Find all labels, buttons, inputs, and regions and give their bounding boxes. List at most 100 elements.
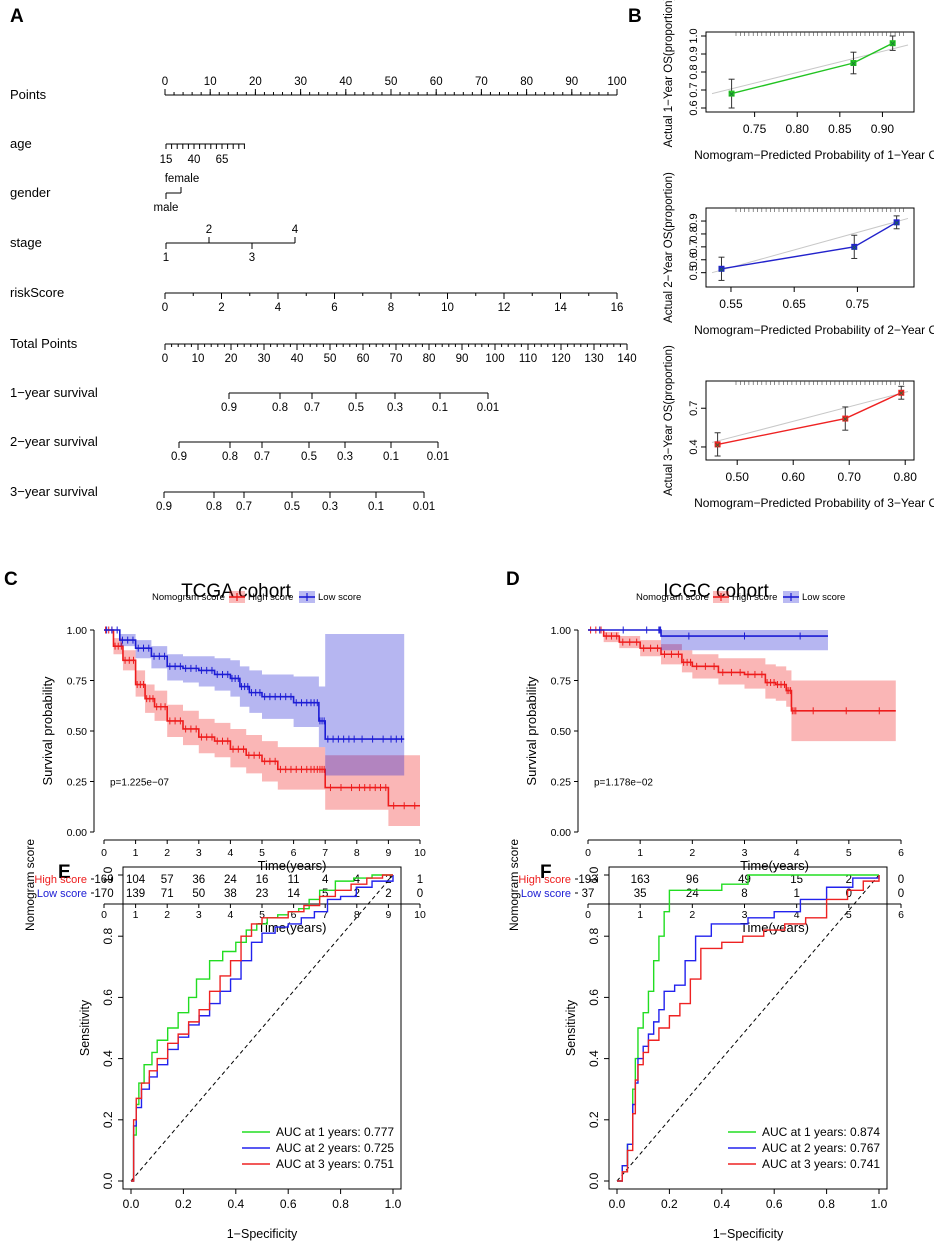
total-points-axis-tick-label: 10 — [192, 353, 205, 365]
km-x-tick-label: 1 — [637, 847, 643, 859]
km-x-tick-label: 4 — [794, 847, 800, 859]
km-p-value: p=1.178e−02 — [594, 778, 653, 789]
calibration-2-x-tick-label: 0.55 — [719, 297, 743, 311]
roc-x-tick-label: 0.2 — [175, 1197, 192, 1211]
calibration-1-x-tick-label: 0.80 — [786, 122, 810, 136]
survival-3-axis-tick-label: 0.1 — [368, 501, 384, 513]
riskscore-axis-tick-label: 14 — [554, 302, 567, 314]
roc-x-tick-label: 0.8 — [818, 1197, 835, 1211]
roc-x-tick-label: 0.8 — [332, 1197, 349, 1211]
calibration-3-point — [714, 441, 721, 448]
risk-table-count: 2 — [846, 874, 852, 886]
km-y-tick-label: 0.75 — [67, 676, 88, 688]
risk-table-x-tick-label: 1 — [637, 909, 643, 921]
km-x-label: Time(years) — [258, 858, 327, 873]
panel-label-b: B — [628, 6, 642, 27]
calibration-1-ideal-line — [711, 44, 909, 95]
km-y-tick-label: 0.00 — [67, 827, 88, 839]
total-points-axis-tick-label: 140 — [617, 353, 636, 365]
riskscore-axis-tick-label: 0 — [162, 302, 168, 314]
calibration-3-frame — [705, 380, 915, 461]
nomogram-row-label: gender — [10, 185, 51, 200]
roc-y-tick-label: 0.0 — [101, 1172, 115, 1189]
panel-label-e: E — [58, 862, 71, 883]
roc-x-label: 1−Specificity — [227, 1227, 298, 1241]
roc-x-tick-label: 0.2 — [661, 1197, 678, 1211]
calibration-1-point — [889, 40, 896, 47]
survival-3-axis-tick-label: 0.01 — [413, 501, 435, 513]
risk-table-x-tick-label: 3 — [742, 909, 748, 921]
risk-table-x-tick-label: 6 — [291, 909, 297, 921]
age-axis-tick-label: 40 — [188, 154, 201, 166]
risk-table-count: 57 — [161, 874, 174, 886]
km-confidence-band — [588, 630, 896, 742]
risk-table-row-label: High score — [518, 874, 571, 886]
risk-table-x-tick-label: 3 — [196, 909, 202, 921]
calibration-3-point-mark: × — [898, 389, 904, 400]
calibration-1-x-tick-label: 0.75 — [743, 122, 767, 136]
points-axis-tick-label: 30 — [294, 76, 307, 88]
calibration-2-point-mark: × — [719, 265, 725, 276]
gender-axis-tick-label: male — [154, 202, 179, 214]
riskscore-axis-tick-label: 10 — [441, 302, 454, 314]
km-x-tick-label: 2 — [689, 847, 695, 859]
total-points-axis-tick-label: 60 — [357, 353, 370, 365]
riskscore-axis-tick-label: 12 — [498, 302, 511, 314]
calibration-2-x-tick-label: 0.65 — [783, 297, 807, 311]
riskscore-axis-tick-label: 16 — [611, 302, 624, 314]
risk-table-count: 139 — [126, 888, 145, 900]
survival-1-axis-tick-label: 0.9 — [221, 402, 237, 414]
roc-y-tick-label: 0.4 — [101, 1050, 115, 1067]
points-axis-tick-label: 50 — [385, 76, 398, 88]
km-legend-label: High score — [732, 592, 777, 603]
risk-table-count: 163 — [631, 874, 650, 886]
km-survival-curve — [588, 629, 896, 712]
km-survival-curve — [104, 629, 420, 807]
risk-table-count: 38 — [224, 888, 237, 900]
points-axis-tick-label: 10 — [204, 76, 217, 88]
total-points-axis-tick-label: 130 — [584, 353, 603, 365]
nomogram-row-label: riskScore — [10, 285, 64, 300]
risk-table-count: 2 — [385, 874, 391, 886]
risk-table-count: 0 — [898, 874, 904, 886]
roc-y-tick-label: 1.0 — [587, 866, 601, 883]
survival-3-axis-tick-label: 0.5 — [284, 501, 300, 513]
calibration-1-y-tick-label: 0.9 — [688, 46, 700, 61]
calibration-2-y-tick-label: 0.7 — [688, 239, 700, 254]
km-legend-label: Low score — [318, 592, 361, 603]
calibration-2-y-tick-label: 0.8 — [688, 226, 700, 241]
calibration-3-point — [842, 415, 849, 422]
risk-table-count: 1 — [793, 888, 799, 900]
roc-curve — [131, 874, 393, 1182]
km-title: ICGC cohort — [663, 581, 769, 602]
calibration-2-point-mark: × — [851, 243, 857, 254]
roc-y-tick-label: 1.0 — [101, 866, 115, 883]
km-legend-title: Nomogram score — [636, 592, 709, 603]
risk-table-count: 23 — [256, 888, 269, 900]
km-y-label: Survival probability — [40, 676, 55, 786]
risk-table-x-tick-label: 4 — [794, 909, 800, 921]
risk-table-count: 1 — [417, 874, 423, 886]
risk-table-count: 0 — [417, 888, 423, 900]
km-legend-label: High score — [248, 592, 293, 603]
roc-legend-label: AUC at 3 years: 0.741 — [762, 1157, 880, 1171]
km-x-label: Time(years) — [740, 858, 809, 873]
km-legend-label: Low score — [802, 592, 845, 603]
km-legend-title: Nomogram score — [152, 592, 225, 603]
risk-table-count: 96 — [686, 874, 699, 886]
km-x-tick-label: 5 — [846, 847, 852, 859]
calibration-3-point-mark: × — [842, 415, 848, 426]
risk-table-x-tick-label: 0 — [101, 909, 107, 921]
km-confidence-band — [588, 630, 828, 651]
risk-table-count: 169 — [94, 874, 113, 886]
panel-label-c: C — [4, 569, 18, 590]
nomogram-row-label: 3−year survival — [10, 484, 98, 499]
calibration-3-x-tick-label: 0.70 — [838, 470, 862, 484]
risk-table-x-tick-label: 8 — [354, 909, 360, 921]
risk-table-count: 35 — [634, 888, 647, 900]
calibration-2-point-mark: × — [894, 218, 900, 229]
survival-1-axis-tick-label: 0.8 — [272, 402, 288, 414]
risk-table-count: 14 — [287, 888, 300, 900]
calibration-3-y-tick-label: 0.7 — [688, 401, 700, 416]
